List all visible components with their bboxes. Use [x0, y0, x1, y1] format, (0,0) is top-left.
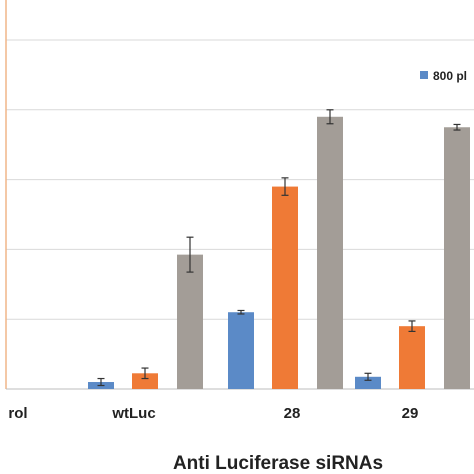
- error-bar: [326, 109, 334, 125]
- bar-s1-wtLuc: [132, 373, 158, 389]
- legend-swatch: [420, 71, 428, 79]
- bar-s1-29: [399, 326, 425, 389]
- x-tick-label: 28: [284, 405, 301, 422]
- bar-s2-28: [317, 116, 343, 389]
- error-bar: [237, 309, 245, 315]
- x-axis-title: Anti Luciferase siRNAs: [173, 453, 383, 474]
- bar-s2-wtLuc: [177, 254, 203, 389]
- error-bar: [97, 377, 105, 387]
- x-tick-label: wtLuc: [111, 405, 155, 422]
- error-bar: [186, 236, 194, 273]
- x-tick-label: 29: [402, 405, 419, 422]
- legend-label: 800 pl: [433, 69, 467, 83]
- gridlines: [6, 39, 474, 320]
- bar-s0-28: [228, 312, 254, 389]
- bar-s1-28: [272, 186, 298, 389]
- legend: 800 pl: [420, 69, 467, 83]
- error-bar: [408, 320, 416, 333]
- error-bars-layer: [97, 109, 461, 387]
- error-bar: [281, 177, 289, 196]
- bar-s0-29: [355, 376, 381, 389]
- x-tick-label: rol: [8, 405, 27, 422]
- error-bar: [364, 372, 372, 381]
- error-bar: [141, 367, 149, 380]
- x-tick-labels: rol wtLuc 28 29: [8, 405, 418, 422]
- error-bar: [453, 123, 461, 131]
- bar-s2-29: [444, 127, 470, 389]
- bars-layer: [88, 116, 470, 389]
